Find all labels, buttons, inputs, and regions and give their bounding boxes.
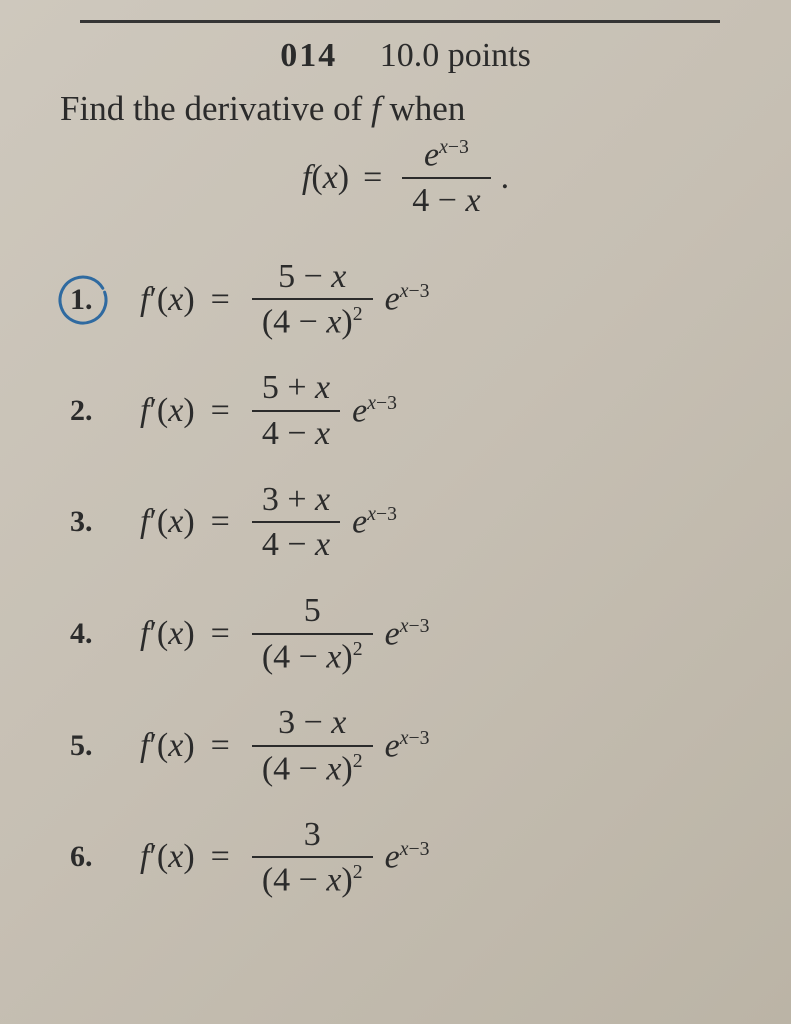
answer-e-factor: ex−3 — [385, 280, 430, 318]
problem-number: 014 — [280, 37, 337, 74]
answer-number: 1. — [70, 283, 93, 317]
answer-e-factor: ex−3 — [352, 392, 397, 430]
answer-numerator: 3 + x — [252, 482, 340, 518]
answer-number: 3. — [70, 505, 93, 539]
answer-number: 4. — [70, 617, 93, 651]
prompt-text-after: when — [381, 89, 466, 128]
prompt-symbol-f: f — [371, 89, 381, 128]
answer-numerator: 5 − x — [268, 259, 356, 295]
eqn-fraction: ex−3 4 − x — [402, 137, 490, 219]
problem-page: 014 10.0 points Find the derivative of f… — [0, 0, 791, 1024]
problem-prompt: Find the derivative of f when — [60, 89, 751, 129]
answer-e-factor: ex−3 — [352, 503, 397, 541]
prompt-text-before: Find the derivative of — [60, 89, 371, 128]
answer-denominator: (4 − x)2 — [252, 639, 373, 675]
answer-e-factor: ex−3 — [385, 615, 430, 653]
eqn-dot: . — [501, 159, 510, 197]
answer-denominator: (4 − x)2 — [252, 862, 373, 898]
answer-numerator: 5 + x — [252, 370, 340, 406]
answer-number: 6. — [70, 840, 93, 874]
answer-choice-6[interactable]: 6. f′(x) = 3 (4 − x)2 ex−3 — [70, 817, 751, 899]
answer-denominator: 4 − x — [252, 416, 340, 452]
answer-denominator: 4 − x — [252, 527, 340, 563]
answer-number: 2. — [70, 394, 93, 428]
problem-points: 10.0 points — [380, 37, 531, 74]
answer-choice-5[interactable]: 5. f′(x) = 3 − x (4 − x)2 ex−3 — [70, 705, 751, 787]
answer-list: 1. f′(x) = 5 − x (4 − x)2 ex−3 2. f′(x) … — [70, 259, 751, 899]
answer-e-factor: ex−3 — [385, 838, 430, 876]
answer-denominator: (4 − x)2 — [252, 751, 373, 787]
header-rule — [80, 20, 720, 23]
answer-number: 5. — [70, 729, 93, 763]
answer-e-factor: ex−3 — [385, 727, 430, 765]
answer-choice-3[interactable]: 3. f′(x) = 3 + x 4 − x ex−3 — [70, 482, 751, 563]
function-definition: f(x) = ex−3 4 − x . — [60, 137, 751, 219]
answer-choice-1[interactable]: 1. f′(x) = 5 − x (4 − x)2 ex−3 — [70, 259, 751, 341]
answer-choice-2[interactable]: 2. f′(x) = 5 + x 4 − x ex−3 — [70, 370, 751, 451]
answer-denominator: (4 − x)2 — [252, 304, 373, 340]
answer-numerator: 3 − x — [268, 705, 356, 741]
eqn-equals: = — [363, 159, 382, 197]
answer-numerator: 5 — [294, 593, 331, 629]
eqn-lhs: f(x) — [302, 159, 349, 197]
answer-numerator: 3 — [294, 817, 331, 853]
problem-header: 014 10.0 points — [60, 37, 751, 75]
answer-choice-4[interactable]: 4. f′(x) = 5 (4 − x)2 ex−3 — [70, 593, 751, 675]
